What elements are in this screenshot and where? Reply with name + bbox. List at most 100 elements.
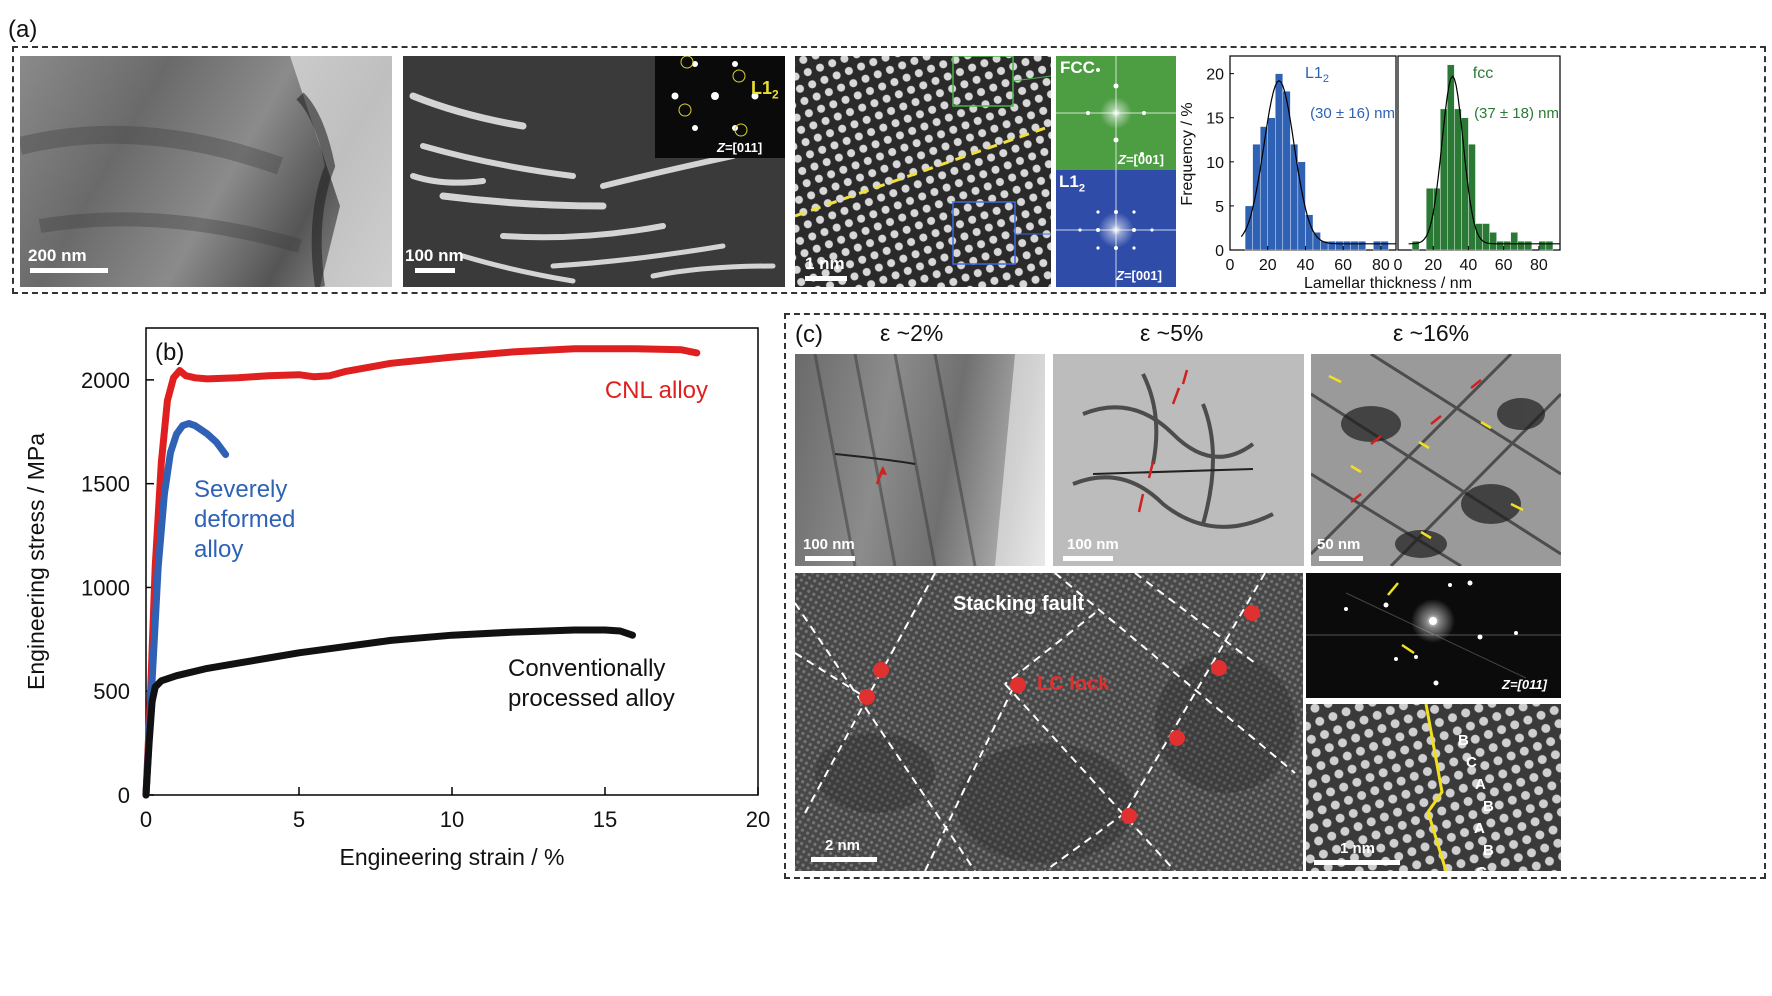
panel-a-label: (a) bbox=[8, 16, 38, 43]
series-name: fcc bbox=[1473, 65, 1493, 82]
histogram-bar bbox=[1538, 240, 1547, 251]
histogram-bar bbox=[1350, 240, 1359, 251]
y-tick-label: 1000 bbox=[81, 575, 130, 600]
histogram-bar bbox=[1524, 240, 1533, 251]
x-tick-label: 0 bbox=[1394, 257, 1403, 274]
histogram-bar bbox=[1411, 240, 1420, 251]
scale-bar-label: 100 nm bbox=[1067, 536, 1119, 553]
gaussian-fit-curve bbox=[1240, 79, 1396, 245]
panel-c-label: (c) bbox=[795, 321, 823, 348]
diffraction-inset: L12 Z=[011] bbox=[655, 56, 785, 158]
x-tick-label: 20 bbox=[1259, 257, 1277, 274]
stress-strain-chart: 0 5 10 15 20 0 500 1000 1500 2000 Engineering stra… bbox=[23, 327, 770, 870]
sequence-letter: C bbox=[1476, 864, 1487, 871]
scale-bar bbox=[805, 556, 855, 561]
histogram-bar bbox=[1312, 232, 1321, 251]
fft-l12-zone: Z=[001] bbox=[1116, 268, 1162, 283]
series-label-severely-deformed: alloy bbox=[194, 536, 243, 563]
histogram-bar bbox=[1517, 240, 1525, 251]
series-label-conventional: processed alloy bbox=[508, 685, 675, 712]
histogram-frame bbox=[1397, 55, 1561, 251]
y-tick-label: 20 bbox=[1206, 67, 1224, 84]
histogram-bar bbox=[1275, 73, 1284, 251]
scale-bar bbox=[415, 268, 455, 273]
scale-bar-label: 1 nm bbox=[805, 254, 845, 273]
sequence-letter: C bbox=[1466, 754, 1477, 771]
strain-label-16: ε ~16% bbox=[1393, 320, 1470, 346]
x-tick-label: 80 bbox=[1372, 257, 1390, 274]
gaussian-fit-curve bbox=[1408, 75, 1560, 245]
panel-b-label: (b) bbox=[155, 339, 184, 366]
sequence-letter: A bbox=[1474, 820, 1485, 837]
sequence-letter: B bbox=[1458, 732, 1469, 749]
scale-bar bbox=[1063, 556, 1113, 561]
histogram-bar bbox=[1252, 143, 1261, 251]
tem-image-strain-5: 100 nm bbox=[1053, 354, 1304, 566]
panel-a-frame bbox=[12, 46, 1766, 294]
fft-fcc-zone: Z=[001] bbox=[1118, 152, 1164, 167]
histogram-bar bbox=[1545, 240, 1554, 251]
y-tick-label: 2000 bbox=[81, 368, 130, 393]
scale-bar-label: 2 nm bbox=[825, 837, 861, 854]
x-tick-label: 15 bbox=[593, 807, 617, 832]
histogram-bar bbox=[1482, 223, 1490, 251]
fft-zone-label: Z=[011] bbox=[1502, 677, 1547, 692]
strain-label-5: ε ~5% bbox=[1140, 320, 1204, 346]
scale-bar-label: 50 nm bbox=[1317, 536, 1361, 553]
scale-bar-label: 1 nm bbox=[1340, 840, 1376, 857]
histogram-bar bbox=[1468, 143, 1476, 251]
y-tick-label: 10 bbox=[1206, 155, 1224, 172]
series-label-severely-deformed: deformed bbox=[194, 506, 295, 533]
scale-bar bbox=[1314, 860, 1400, 865]
x-tick-label: 10 bbox=[440, 807, 464, 832]
y-axis-title: Frequency / % bbox=[1179, 102, 1196, 205]
scale-bar-label: 100 nm bbox=[803, 536, 855, 553]
panel-c-frame bbox=[784, 313, 1766, 879]
histogram-bar bbox=[1489, 232, 1497, 251]
scale-bar bbox=[805, 276, 847, 281]
histogram-bar bbox=[1380, 240, 1389, 251]
hrtem-lattice-image: 1 nm bbox=[795, 56, 1051, 287]
x-tick-label: 0 bbox=[1226, 257, 1235, 274]
histogram-bar bbox=[1496, 240, 1504, 251]
strain-label-2: ε ~2% bbox=[880, 320, 944, 346]
scale-bar-label: 200 nm bbox=[28, 246, 87, 265]
x-tick-label: 60 bbox=[1495, 257, 1513, 274]
y-tick-label: 0 bbox=[1215, 243, 1224, 260]
fft-fcc-inset: FCC Z=[001] bbox=[1056, 56, 1176, 170]
series-name-subscript: 2 bbox=[1323, 73, 1329, 85]
histogram-bar bbox=[1433, 188, 1441, 251]
histogram-bar bbox=[1503, 240, 1511, 251]
x-tick-label: 40 bbox=[1297, 257, 1315, 274]
series-label-severely-deformed: Severely bbox=[194, 476, 287, 503]
histogram-bar bbox=[1327, 240, 1336, 251]
diffraction-zone-axis: Z=[011] bbox=[717, 140, 763, 155]
hrtem-stacking-fault-image: Stacking fault LC lock 2 nm bbox=[795, 573, 1303, 871]
x-tick-label: 80 bbox=[1530, 257, 1548, 274]
scale-bar bbox=[30, 268, 108, 273]
x-axis-title: Lamellar thickness / nm bbox=[1304, 275, 1472, 292]
series-stat: (37 ± 18) nm bbox=[1474, 105, 1559, 122]
series-line bbox=[142, 420, 230, 799]
y-tick-label: 500 bbox=[93, 679, 130, 704]
series-name: L12 bbox=[1305, 65, 1329, 85]
sequence-letter: A bbox=[1475, 776, 1486, 793]
x-tick-label: 0 bbox=[140, 807, 152, 832]
y-tick-label: 5 bbox=[1215, 199, 1224, 216]
hrtem-stacking-sequence: BCABABCA 1 nm bbox=[1306, 704, 1561, 871]
tem-image-strain-2: 100 nm bbox=[795, 354, 1045, 566]
x-tick-label: 20 bbox=[746, 807, 770, 832]
fft-l12-label: L12 bbox=[1059, 172, 1085, 195]
sequence-letter: B bbox=[1483, 842, 1494, 859]
tem-image-bright-field: 200 nm bbox=[20, 56, 392, 287]
histogram-bar bbox=[1454, 108, 1462, 251]
x-tick-label: 60 bbox=[1334, 257, 1352, 274]
scale-bar-label: 100 nm bbox=[405, 246, 464, 265]
x-tick-label: 20 bbox=[1424, 257, 1442, 274]
histogram-bar bbox=[1335, 240, 1344, 251]
series-stat: (30 ± 16) nm bbox=[1310, 105, 1395, 122]
y-axis-title: Engineering stress / MPa bbox=[23, 433, 49, 690]
x-tick-label: 40 bbox=[1460, 257, 1478, 274]
fft-inset-strain: Z=[011] bbox=[1306, 573, 1561, 698]
